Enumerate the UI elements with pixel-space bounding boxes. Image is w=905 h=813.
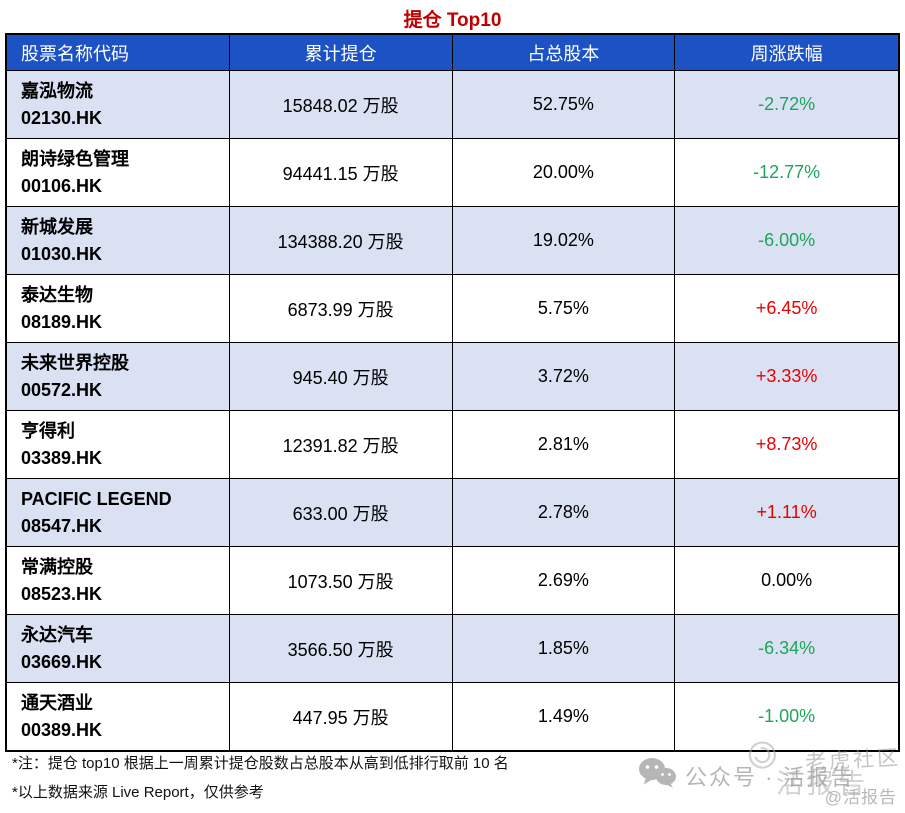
stock-name: 永达汽车 bbox=[21, 624, 93, 645]
shares-cell: 6873.99 万股 bbox=[230, 275, 453, 342]
table-row: 亨得利 03389.HK 12391.82 万股 2.81% +8.73% bbox=[7, 410, 898, 478]
stock-code: 03669.HK bbox=[21, 651, 103, 672]
pct-cell: 2.78% bbox=[453, 479, 676, 546]
change-cell: +3.33% bbox=[755, 366, 818, 386]
pct-cell: 52.75% bbox=[453, 71, 676, 138]
stock-code: 08189.HK bbox=[21, 311, 103, 332]
change-cell: +6.45% bbox=[755, 298, 818, 318]
stock-cell: PACIFIC LEGEND 08547.HK bbox=[7, 479, 230, 546]
wechat-icon bbox=[638, 757, 676, 794]
stock-name: PACIFIC LEGEND bbox=[21, 488, 172, 509]
header-cell-change: 周涨跌幅 bbox=[750, 43, 823, 64]
table-body: 嘉泓物流 02130.HK 15848.02 万股 52.75% -2.72% … bbox=[7, 70, 898, 750]
table-row: PACIFIC LEGEND 08547.HK 633.00 万股 2.78% … bbox=[7, 478, 898, 546]
stock-cell: 新城发展 01030.HK bbox=[7, 207, 230, 274]
stock-code: 03389.HK bbox=[21, 447, 103, 468]
stock-name: 朗诗绿色管理 bbox=[21, 148, 129, 169]
shares-cell: 3566.50 万股 bbox=[230, 615, 453, 682]
pct-cell: 20.00% bbox=[453, 139, 676, 206]
header-row: 股票名称代码 累计提仓 占总股本 周涨跌幅 bbox=[7, 35, 898, 70]
pct-cell: 5.75% bbox=[453, 275, 676, 342]
shares-cell: 12391.82 万股 bbox=[230, 411, 453, 478]
stock-cell: 朗诗绿色管理 00106.HK bbox=[7, 139, 230, 206]
change-cell: +1.11% bbox=[756, 502, 817, 522]
shares-cell: 134388.20 万股 bbox=[230, 207, 453, 274]
change-cell: -1.00% bbox=[758, 706, 816, 726]
header-cell-shares: 累计提仓 bbox=[230, 35, 453, 70]
handle-watermark: @活报告 bbox=[824, 788, 897, 807]
shares-cell: 945.40 万股 bbox=[230, 343, 453, 410]
stock-code: 01030.HK bbox=[21, 243, 103, 264]
stock-cell: 嘉泓物流 02130.HK bbox=[7, 71, 230, 138]
stock-code: 00389.HK bbox=[21, 719, 103, 740]
table-row: 嘉泓物流 02130.HK 15848.02 万股 52.75% -2.72% bbox=[7, 70, 898, 138]
pct-cell: 19.02% bbox=[453, 207, 676, 274]
stock-name: 常满控股 bbox=[21, 556, 93, 577]
footnote-method: *注：提仓 top10 根据上一周累计提仓股数占总股本从高到低排行取前 10 名 bbox=[12, 755, 509, 772]
table-row: 新城发展 01030.HK 134388.20 万股 19.02% -6.00% bbox=[7, 206, 898, 274]
stock-cell: 通天酒业 00389.HK bbox=[7, 683, 230, 750]
change-cell: +8.73% bbox=[755, 434, 818, 454]
change-cell: -12.77% bbox=[753, 162, 821, 182]
wechat-watermark-label: 公众号 · 活报告 bbox=[685, 764, 855, 790]
shares-cell: 15848.02 万股 bbox=[230, 71, 453, 138]
change-cell: -6.34% bbox=[758, 638, 816, 658]
logo-swirl-icon bbox=[744, 737, 782, 779]
stock-cell: 永达汽车 03669.HK bbox=[7, 615, 230, 682]
pct-cell: 2.69% bbox=[453, 547, 676, 614]
header-cell-stock: 股票名称代码 bbox=[7, 35, 230, 70]
stock-name: 新城发展 bbox=[21, 216, 93, 237]
shares-cell: 1073.50 万股 bbox=[230, 547, 453, 614]
pct-cell: 1.49% bbox=[453, 683, 676, 750]
table-row: 永达汽车 03669.HK 3566.50 万股 1.85% -6.34% bbox=[7, 614, 898, 682]
footnote-source: *以上数据来源 Live Report，仅供参考 bbox=[12, 783, 264, 801]
table-row: 常满控股 08523.HK 1073.50 万股 2.69% 0.00% bbox=[7, 546, 898, 614]
table-row: 通天酒业 00389.HK 447.95 万股 1.49% -1.00% bbox=[7, 682, 898, 750]
stock-code: 08523.HK bbox=[21, 583, 103, 604]
stock-code: 02130.HK bbox=[21, 107, 103, 128]
pct-cell: 1.85% bbox=[453, 615, 676, 682]
stock-cell: 常满控股 08523.HK bbox=[7, 547, 230, 614]
wechat-watermark: 公众号 · 活报告 bbox=[638, 757, 855, 794]
stock-cell: 泰达生物 08189.HK bbox=[7, 275, 230, 342]
change-cell: 0.00% bbox=[761, 570, 813, 590]
table-row: 泰达生物 08189.HK 6873.99 万股 5.75% +6.45% bbox=[7, 274, 898, 342]
stock-name: 亨得利 bbox=[21, 420, 75, 441]
pct-cell: 3.72% bbox=[453, 343, 676, 410]
stock-name: 泰达生物 bbox=[21, 284, 93, 305]
header-cell-pct: 占总股本 bbox=[453, 35, 676, 70]
shares-cell: 633.00 万股 bbox=[230, 479, 453, 546]
stock-cell: 亨得利 03389.HK bbox=[7, 411, 230, 478]
table-row: 未来世界控股 00572.HK 945.40 万股 3.72% +3.33% bbox=[7, 342, 898, 410]
change-cell: -2.72% bbox=[758, 94, 816, 114]
stock-name: 嘉泓物流 bbox=[21, 80, 93, 101]
shares-cell: 94441.15 万股 bbox=[230, 139, 453, 206]
page-title: 提仓 Top10 bbox=[403, 10, 502, 31]
stock-cell: 未来世界控股 00572.HK bbox=[7, 343, 230, 410]
pct-cell: 2.81% bbox=[453, 411, 676, 478]
stock-code: 00106.HK bbox=[21, 175, 103, 196]
stock-name: 通天酒业 bbox=[21, 692, 93, 713]
change-cell: -6.00% bbox=[758, 230, 816, 250]
footnotes: *注：提仓 top10 根据上一周累计提仓股数占总股本从高到低排行取前 10 名… bbox=[12, 750, 652, 807]
overlay-watermark: 活报告 bbox=[776, 769, 869, 799]
table-row: 朗诗绿色管理 00106.HK 94441.15 万股 20.00% -12.7… bbox=[7, 138, 898, 206]
stock-name: 未来世界控股 bbox=[21, 352, 129, 373]
top10-table: 股票名称代码 累计提仓 占总股本 周涨跌幅 嘉泓物流 02130.HK 1584… bbox=[5, 33, 900, 752]
stock-code: 08547.HK bbox=[21, 515, 103, 536]
stock-code: 00572.HK bbox=[21, 379, 103, 400]
shares-cell: 447.95 万股 bbox=[230, 683, 453, 750]
